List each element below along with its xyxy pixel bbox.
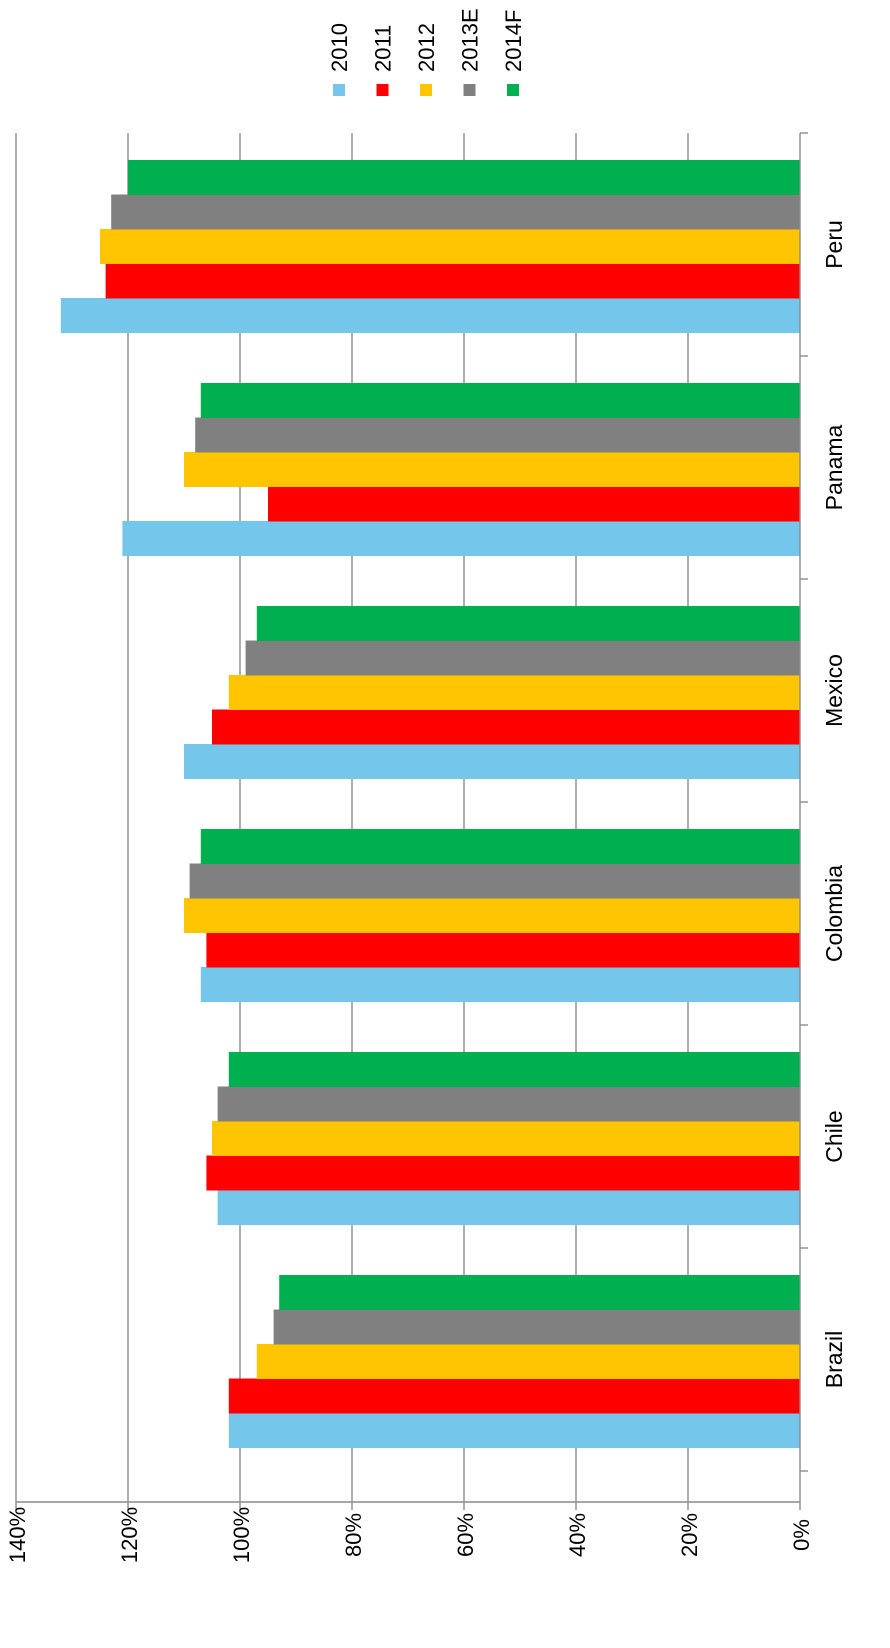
bar-panama-2014f [200,383,801,418]
axes [15,132,808,1510]
bar-mexico-2012 [228,675,801,710]
category-label: Chile [821,1110,847,1162]
bar-chile-2010 [217,1190,801,1225]
value-tick-label: 40% [565,1513,590,1557]
value-tick-label: 20% [677,1513,702,1557]
category-label: Peru [821,220,847,269]
bar-peru-2010 [60,298,801,333]
bars [60,160,801,1448]
bar-mexico-2013e [245,640,801,676]
bar-peru-2011 [105,263,801,299]
category-label: Mexico [821,654,847,727]
bar-panama-2013e [195,417,800,453]
bar-chile-2012 [212,1121,800,1156]
bar-brazil-2014f [279,1275,800,1310]
bar-chile-2014f [228,1052,801,1087]
bar-panama-2011 [268,486,800,522]
legend-label: 2014F [501,10,526,72]
category-label: Brazil [821,1331,847,1389]
category-label: Colombia [821,865,847,962]
value-tick-label: 140% [5,1507,30,1563]
legend-swatch [463,84,476,96]
legend: 2010 2011 2012 2013E 2014F [327,8,526,96]
bar-chile-2013e [217,1086,801,1122]
legend-label: 2011 [371,25,396,72]
category-label: Panama [821,424,847,510]
bar-mexico-2011 [212,709,800,745]
value-tick-label: 100% [229,1507,254,1563]
legend-label: 2012 [414,23,439,72]
bar-colombia-2014f [200,829,801,864]
bar-peru-2012 [100,229,800,264]
bar-colombia-2011 [206,932,800,968]
value-tick-labels: 0% 20% 40% 60% 80% 100% 120% 140% [5,1507,814,1563]
legend-swatch [507,84,519,96]
legend-label: 2013E [458,8,483,72]
category-labels: Peru Panama Mexico Colombia Chile Brazil [821,220,847,1388]
bar-peru-2014f [128,160,800,195]
bar-mexico-2010 [184,744,800,779]
bar-chile-2011 [206,1155,800,1191]
bar-brazil-2010 [228,1413,801,1448]
bar-colombia-2012 [184,898,800,933]
bar-panama-2012 [184,452,800,487]
legend-swatch [376,84,389,96]
bar-panama-2010 [122,521,800,556]
grid-lines [15,133,689,1502]
value-tick-label: 120% [117,1507,142,1563]
bar-colombia-2010 [200,967,801,1002]
bar-brazil-2013e [273,1309,801,1345]
value-tick-label: 60% [453,1513,478,1557]
bar-mexico-2014f [256,606,800,641]
legend-label: 2010 [327,23,352,72]
bar-peru-2013e [111,194,800,230]
bar-brazil-2012 [256,1344,800,1379]
legend-swatch [333,84,345,96]
bar-brazil-2011 [228,1378,801,1414]
legend-swatch [420,84,432,96]
value-tick-label: 0% [789,1519,814,1551]
value-tick-label: 80% [341,1513,366,1557]
bar-colombia-2013e [189,863,801,899]
